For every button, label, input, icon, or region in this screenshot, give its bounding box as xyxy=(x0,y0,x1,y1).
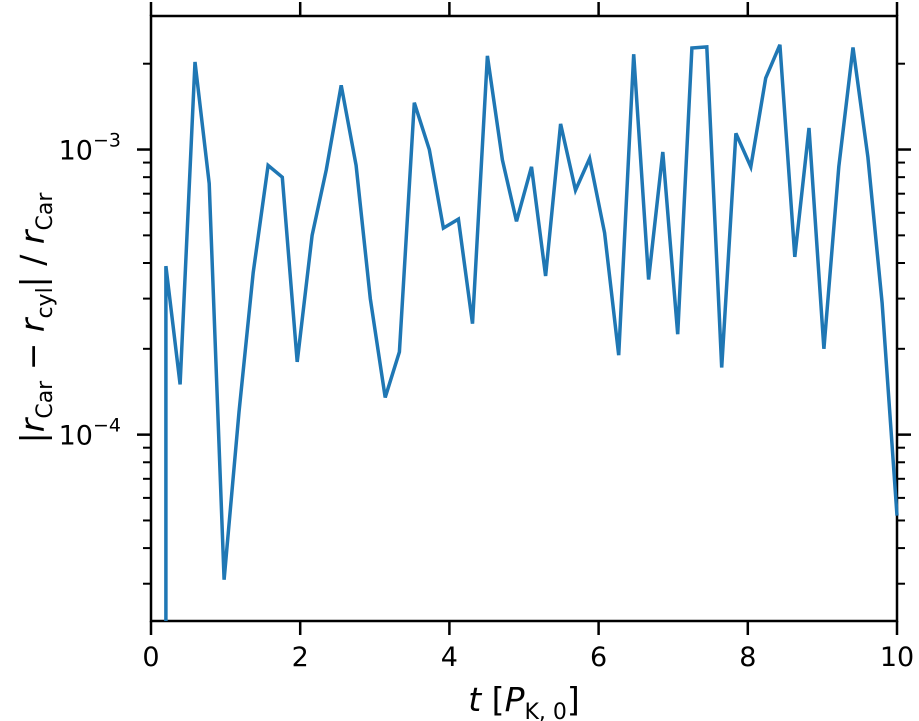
x-tick-label: 4 xyxy=(441,642,458,673)
y-axis-label-r1: r xyxy=(13,416,52,432)
y-axis-label-r2: r xyxy=(13,316,52,332)
tick-labels-layer: 0 2 4 6 8 10 10−3 10−4 xyxy=(59,130,915,673)
y-axis-label-slash: / xyxy=(13,254,52,266)
plot-frame xyxy=(149,14,899,623)
y-axis-label-sub-car2: Car xyxy=(33,192,58,231)
x-tick-label: 2 xyxy=(292,642,309,673)
y-axis-label-r3: r xyxy=(13,228,52,244)
x-axis-label-unit-sub: K, 0 xyxy=(524,700,566,721)
x-tick-label: 10 xyxy=(880,642,914,673)
y-tick-label: 10−4 xyxy=(59,415,121,452)
x-tick-label: 6 xyxy=(590,642,607,673)
y-tick-label: 10−3 xyxy=(59,130,121,167)
series-layer xyxy=(164,44,899,621)
y-axis-label-sub-car1: Car xyxy=(33,380,58,419)
x-axis-label: t [PK, 0] xyxy=(468,680,580,721)
x-axis-label-unit: P xyxy=(505,680,525,719)
x-axis-label-var: t xyxy=(468,680,482,719)
x-tick-label: 0 xyxy=(142,642,159,673)
x-tick-label: 8 xyxy=(739,642,756,673)
ticks-layer xyxy=(137,2,911,635)
y-axis-label-sub-cyl: cyl xyxy=(33,287,58,318)
y-axis-label-minus: − xyxy=(13,343,52,371)
y-axis-label: |rCar − rcyl| / rCar xyxy=(13,192,58,444)
series-line xyxy=(164,44,899,621)
